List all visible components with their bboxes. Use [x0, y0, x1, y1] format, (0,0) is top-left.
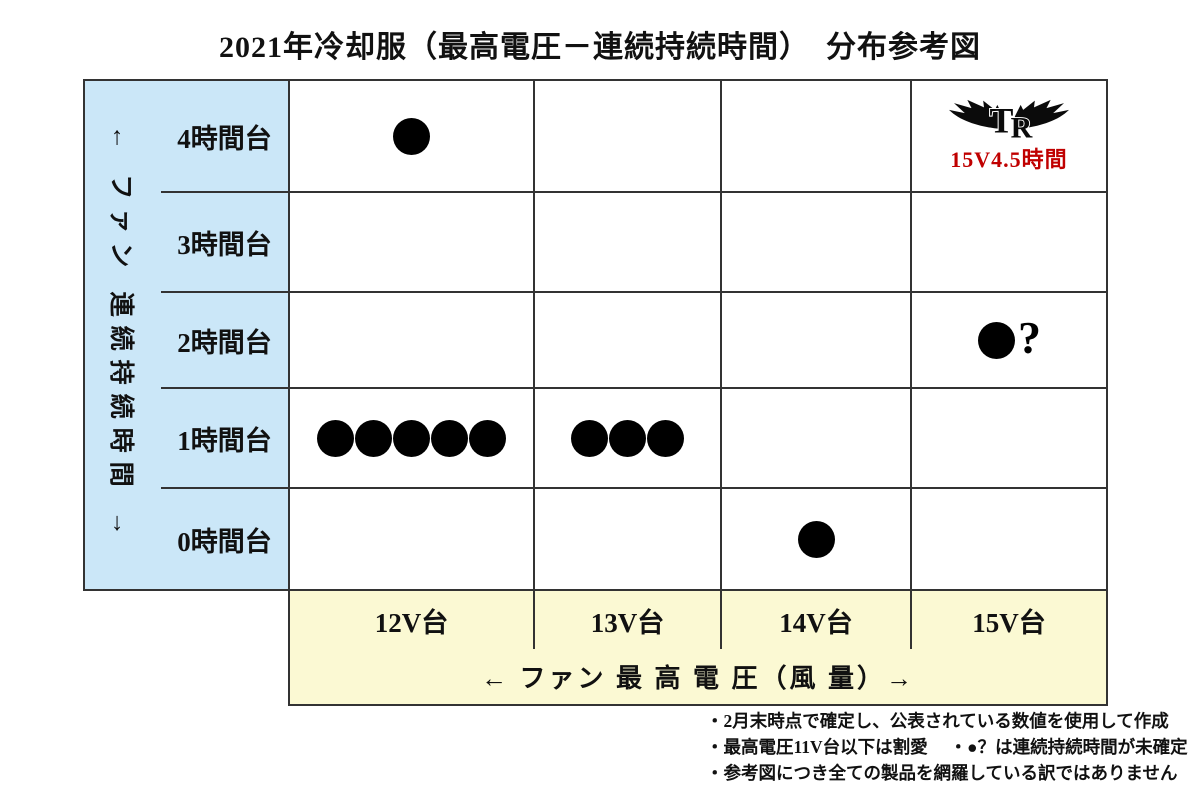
cell-12V台-3時間台: [290, 193, 535, 293]
data-dot: [571, 419, 608, 457]
data-dot: [393, 419, 430, 457]
cell-15V台-0時間台: [912, 489, 1106, 589]
plot-grid: T R 15V4.5時間?: [288, 79, 1108, 591]
x-tick-13V台: 13V台: [535, 591, 722, 649]
data-dot: [647, 419, 684, 457]
cell-15V台-3時間台: [912, 193, 1106, 293]
x-tick-15V台: 15V台: [972, 607, 1046, 638]
cell-14V台-1時間台: [722, 389, 912, 489]
data-dot: [431, 419, 468, 457]
data-dot: [797, 520, 835, 558]
cell-15V台-1時間台: [912, 389, 1106, 489]
cell-13V台-3時間台: [535, 193, 722, 293]
data-dot: [317, 419, 354, 457]
svg-text:T: T: [990, 100, 1014, 139]
cell-14V台-4時間台: [722, 81, 912, 193]
cell-13V台-1時間台: [535, 389, 722, 489]
cell-15V台-2時間台: ?: [912, 293, 1106, 389]
y-axis-panel: ← ファン 連続持続時間 → 4時間台 3時間台 2時間台 1時間台 0時間台: [83, 79, 288, 591]
cell-15V台-4時間台: T R 15V4.5時間: [912, 81, 1106, 193]
y-tick-4時間台: 4時間台: [161, 81, 288, 193]
chart-title: 2021年冷却服（最高電圧－連続持続時間） 分布参考図: [219, 31, 981, 64]
data-dot: [469, 419, 506, 457]
y-tick-1時間台: 1時間台: [161, 389, 288, 489]
y-tick-0時間台: 0時間台: [177, 526, 272, 557]
cell-12V台-1時間台: [290, 389, 535, 489]
x-tick-12V台: 12V台: [290, 591, 535, 649]
y-tick-2時間台: 2時間台: [161, 293, 288, 389]
data-dot: [393, 117, 430, 155]
tr-wings-logo-icon: T R: [945, 99, 1073, 145]
y-tick-3時間台: 3時間台: [161, 193, 288, 293]
x-tick-14V台: 14V台: [722, 591, 912, 649]
cell-13V台-2時間台: [535, 293, 722, 389]
cell-13V台-0時間台: [535, 489, 722, 589]
cell-12V台-4時間台: [290, 81, 535, 193]
data-dot: [977, 321, 1015, 359]
data-dot: [355, 419, 392, 457]
y-axis-title: ← ファン 連続持続時間 →: [85, 81, 161, 589]
y-axis-title-text: ← ファン 連続持続時間 →: [107, 125, 135, 545]
footnote-line-3: ・参考図につき全ての製品を網羅している訳ではありません: [706, 763, 1178, 783]
cell-12V台-0時間台: [290, 489, 535, 589]
footnote-line-1: ・2月末時点で確定し、公表されている数値を使用して作成: [706, 711, 1169, 731]
footnotes: ・2月末時点で確定し、公表されている数値を使用して作成 ・最高電圧11V台以下は…: [706, 708, 1188, 786]
cell-13V台-4時間台: [535, 81, 722, 193]
x-axis-tick-labels: 12V台 13V台 14V台 15V台: [290, 591, 1106, 649]
data-dot: [609, 419, 646, 457]
question-mark: ?: [1018, 312, 1041, 363]
cell-14V台-2時間台: [722, 293, 912, 389]
x-axis-panel: 12V台 13V台 14V台 15V台 ← ファン 最 高 電 圧（風 量）→: [288, 591, 1108, 706]
y-axis-tick-labels: 4時間台 3時間台 2時間台 1時間台 0時間台: [161, 81, 288, 589]
cell-14V台-3時間台: [722, 193, 912, 293]
cell-12V台-2時間台: [290, 293, 535, 389]
x-axis-title: ← ファン 最 高 電 圧（風 量）→: [480, 664, 915, 693]
footnote-line-2: ・最高電圧11V台以下は割愛 ・●？は連続持続時間が未確定: [706, 737, 1188, 757]
svg-text:R: R: [1011, 111, 1033, 139]
highlight-product-label: 15V4.5時間: [950, 146, 1068, 172]
cell-14V台-0時間台: [722, 489, 912, 589]
